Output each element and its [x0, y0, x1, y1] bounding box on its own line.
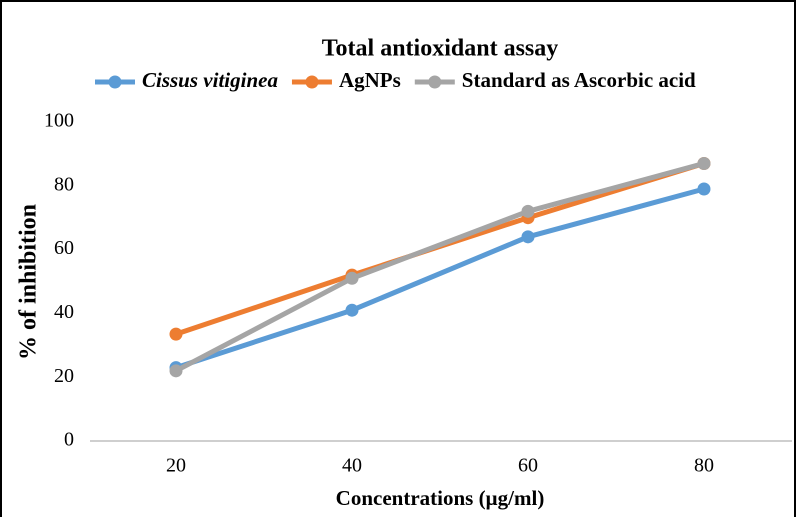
data-point: [345, 303, 359, 317]
data-point: [169, 364, 183, 378]
y-axis-label: % of inhibition: [16, 204, 42, 360]
data-point: [697, 156, 711, 170]
chart-title: Total antioxidant assay: [322, 36, 559, 62]
y-tick-label: 40: [54, 301, 74, 323]
y-tick-label: 100: [44, 110, 74, 132]
legend-marker: [428, 75, 442, 89]
x-tick-label: 40: [342, 455, 362, 477]
x-tick-label: 80: [694, 455, 714, 477]
legend-label: Standard as Ascorbic acid: [462, 68, 696, 92]
legend-marker: [108, 75, 122, 89]
legend-label: Cissus vitiginea: [142, 68, 278, 92]
y-tick-label: 60: [54, 237, 74, 259]
y-tick-label: 20: [54, 365, 74, 387]
series-line: [175, 186, 705, 371]
data-point: [521, 204, 535, 218]
x-tick-label: 20: [166, 455, 186, 477]
legend-label: AgNPs: [339, 68, 401, 92]
data-point: [521, 230, 535, 244]
series-line: [174, 161, 705, 374]
y-tick-label: 0: [64, 429, 74, 451]
legend-marker: [305, 75, 319, 89]
data-point: [169, 327, 183, 341]
x-tick-label: 60: [518, 455, 538, 477]
y-tick-label: 80: [54, 173, 74, 195]
x-axis-label: Concentrations (µg/ml): [336, 486, 545, 510]
data-point: [697, 182, 711, 196]
data-point: [345, 271, 359, 285]
